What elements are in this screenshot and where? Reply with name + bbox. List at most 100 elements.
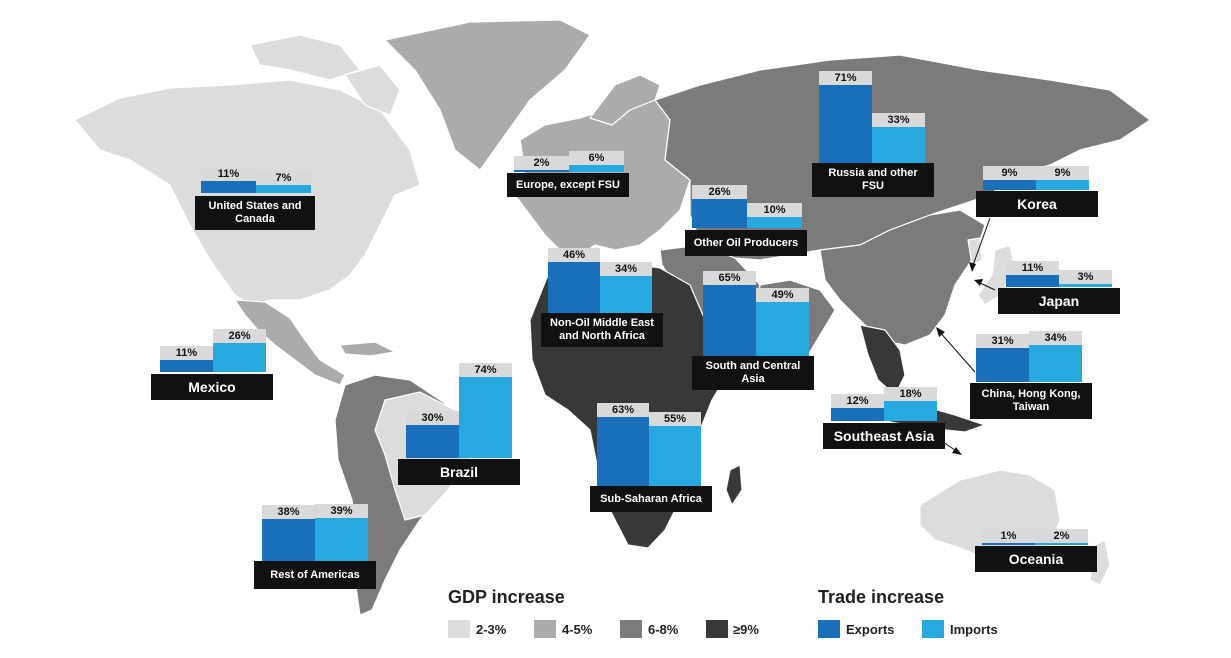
imports-bar: [1035, 542, 1088, 545]
imports-value-label: 7%: [275, 172, 292, 185]
china-arrowhead: [936, 327, 945, 337]
china-shape: [819, 209, 986, 346]
exports-value-label: 11%: [175, 346, 198, 359]
imports-bar: [213, 343, 266, 372]
exports-bar: [983, 180, 1036, 190]
region-label: Non-Oil Middle East and North Africa: [541, 313, 663, 347]
region-label: Sub-Saharan Africa: [590, 486, 712, 512]
exports-bar-frame: [982, 529, 1035, 545]
exports-legend: Exports: [846, 622, 895, 637]
exports-bar: [819, 84, 872, 163]
region-label: Russia and other FSU: [812, 163, 934, 197]
region-label: Mexico: [151, 374, 273, 400]
exports-value-label: 9%: [1001, 167, 1018, 180]
exports-bar: [1006, 274, 1059, 287]
imports-value-label: 9%: [1054, 167, 1071, 180]
imports-value-label: 6%: [588, 152, 605, 165]
imports-value-label: 34%: [614, 262, 638, 275]
exports-value-label: 12%: [846, 394, 869, 407]
imports-legend: Imports: [950, 622, 998, 637]
exports-value-label: 63%: [611, 403, 635, 416]
exports-value-label: 46%: [562, 249, 586, 262]
imports-value-label: 3%: [1077, 270, 1094, 283]
exports-value-label: 11%: [217, 167, 240, 180]
exports-swatch: [818, 620, 840, 638]
trade-legend-title: Trade increase: [818, 587, 945, 607]
exports-bar: [831, 407, 884, 421]
imports-value-label: 26%: [228, 330, 251, 343]
exports-value-label: 65%: [718, 271, 741, 284]
korea-arrowhead: [969, 262, 976, 272]
imports-value-label: 34%: [1044, 331, 1067, 344]
gdp-swatch-4-5: [534, 620, 556, 638]
exports-value-label: 38%: [277, 506, 300, 519]
imports-value-label: 18%: [899, 388, 922, 401]
korea-shape: [967, 237, 983, 266]
exports-bar: [982, 543, 1035, 545]
region-label: Korea: [976, 191, 1098, 217]
exports-bar: [703, 284, 756, 356]
gdp-legend-9-plus: ≥9%: [733, 622, 759, 637]
imports-value-label: 74%: [474, 363, 497, 376]
imports-value-label: 2%: [1053, 529, 1070, 542]
exports-bar: [514, 169, 569, 172]
imports-bar: [1029, 344, 1082, 382]
imports-value-label: 49%: [771, 289, 794, 302]
seasia-arrowhead: [952, 447, 962, 455]
gdp-legend-4-5: 4-5%: [562, 622, 593, 637]
imports-bar: [1036, 180, 1089, 190]
china-arrow: [937, 329, 976, 373]
imports-bar-frame: [1035, 528, 1088, 545]
japan-arrowhead: [974, 279, 983, 286]
imports-bar-frame: [1059, 269, 1112, 287]
exports-value-label: 1%: [1000, 530, 1017, 542]
region-label: Oceania: [975, 546, 1097, 572]
imports-bar: [747, 217, 802, 228]
imports-bar: [256, 185, 311, 193]
gdp-legend-2-3: 2-3%: [476, 622, 507, 637]
region-label: Southeast Asia: [823, 423, 945, 449]
exports-bar-frame: [514, 155, 569, 172]
imports-bar: [569, 165, 624, 172]
madagascar-shape: [725, 464, 743, 506]
japan-shape: [977, 244, 1016, 306]
korea-arrow: [971, 217, 991, 269]
imports-value-label: 33%: [887, 113, 910, 126]
greenland-shape: [384, 19, 591, 171]
exports-bar: [692, 199, 747, 228]
imports-bar: [884, 401, 937, 421]
exports-value-label: 71%: [834, 71, 857, 84]
imports-swatch: [922, 620, 944, 638]
caribbean-shape: [339, 341, 396, 357]
imports-value-label: 39%: [330, 505, 353, 518]
exports-bar: [262, 519, 315, 561]
region-label: Japan: [998, 288, 1120, 314]
gdp-legend-title: GDP increase: [448, 587, 565, 607]
scandinavia-shape: [589, 74, 661, 126]
imports-bar: [756, 302, 809, 356]
exports-value-label: 30%: [421, 412, 444, 424]
exports-bar: [406, 425, 459, 458]
exports-bar: [201, 180, 256, 193]
imports-bar: [600, 275, 652, 313]
imports-value-label: 10%: [763, 204, 786, 216]
imports-value-label: 55%: [663, 412, 687, 425]
exports-value-label: 11%: [1021, 261, 1044, 274]
exports-bar: [160, 359, 213, 372]
imports-bar: [1059, 283, 1112, 287]
region-label: United States and Canada: [195, 196, 315, 230]
gdp-legend-6-8: 6-8%: [648, 622, 679, 637]
gdp-swatch-2-3: [448, 620, 470, 638]
exports-value-label: 26%: [708, 186, 731, 199]
baffin-island-shape: [344, 64, 401, 116]
region-label: Europe, except FSU: [507, 173, 629, 197]
exports-value-label: 31%: [991, 334, 1014, 347]
exports-bar: [548, 262, 600, 313]
region-label: South and Central Asia: [692, 356, 814, 390]
imports-bar: [459, 376, 512, 458]
gdp-swatch-9-plus: [706, 620, 728, 638]
region-label: Rest of Americas: [254, 561, 376, 589]
imports-bar: [315, 518, 368, 561]
